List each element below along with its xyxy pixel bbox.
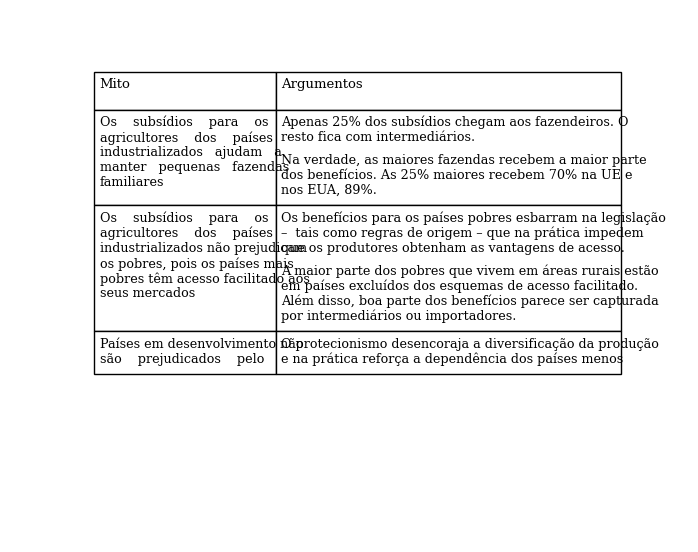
Text: Países em desenvolvimento não: Países em desenvolvimento não (100, 338, 303, 351)
Bar (94, 205, 276, 331)
Bar (276, 331, 621, 374)
Text: Os    subsídios    para    os: Os subsídios para os (100, 116, 268, 129)
Bar (276, 205, 621, 331)
Text: Na verdade, as maiores fazendas recebem a maior parte: Na verdade, as maiores fazendas recebem … (281, 153, 647, 167)
Text: agricultores    dos    países: agricultores dos países (100, 131, 272, 145)
Text: que os produtores obtenham as vantagens de acesso.: que os produtores obtenham as vantagens … (281, 242, 625, 255)
Text: por intermediários ou importadores.: por intermediários ou importadores. (281, 310, 517, 323)
Text: Mito: Mito (100, 78, 131, 91)
Text: A maior parte dos pobres que vivem em áreas rurais estão: A maior parte dos pobres que vivem em ár… (281, 264, 659, 278)
Text: O protecionismo desencoraja a diversificação da produção: O protecionismo desencoraja a diversific… (281, 338, 660, 351)
Text: agricultores    dos    países: agricultores dos países (100, 227, 272, 240)
Text: são    prejudicados    pelo: são prejudicados pelo (100, 353, 264, 366)
Text: os pobres, pois os países mais: os pobres, pois os países mais (100, 257, 293, 270)
Text: Apenas 25% dos subsídios chegam aos fazendeiros. O: Apenas 25% dos subsídios chegam aos faze… (281, 116, 629, 129)
Bar (94, 109, 276, 205)
Text: manter   pequenas   fazendas: manter pequenas fazendas (100, 161, 289, 174)
Text: e na prática reforça a dependência dos países menos: e na prática reforça a dependência dos p… (281, 353, 624, 367)
Text: resto fica com intermediários.: resto fica com intermediários. (281, 131, 475, 144)
Text: nos EUA, 89%.: nos EUA, 89%. (281, 184, 378, 197)
Bar (94, 72, 276, 109)
Text: Os    subsídios    para    os: Os subsídios para os (100, 212, 268, 225)
Bar (276, 72, 621, 109)
Text: em países excluídos dos esquemas de acesso facilitado.: em países excluídos dos esquemas de aces… (281, 280, 639, 293)
Bar (94, 331, 276, 374)
Text: dos benefícios. As 25% maiores recebem 70% na UE e: dos benefícios. As 25% maiores recebem 7… (281, 169, 633, 182)
Text: Os benefícios para os países pobres esbarram na legislação: Os benefícios para os países pobres esba… (281, 212, 667, 225)
Text: Argumentos: Argumentos (281, 78, 363, 91)
Text: industrializados   ajudam   a: industrializados ajudam a (100, 146, 281, 159)
Text: seus mercados: seus mercados (100, 287, 195, 300)
Text: familiares: familiares (100, 176, 164, 189)
Text: pobres têm acesso facilitado aos: pobres têm acesso facilitado aos (100, 272, 310, 285)
Bar (276, 109, 621, 205)
Text: –  tais como regras de origem – que na prática impedem: – tais como regras de origem – que na pr… (281, 227, 644, 240)
Text: Além disso, boa parte dos benefícios parece ser capturada: Além disso, boa parte dos benefícios par… (281, 295, 659, 309)
Text: industrializados não prejudicam: industrializados não prejudicam (100, 242, 307, 255)
